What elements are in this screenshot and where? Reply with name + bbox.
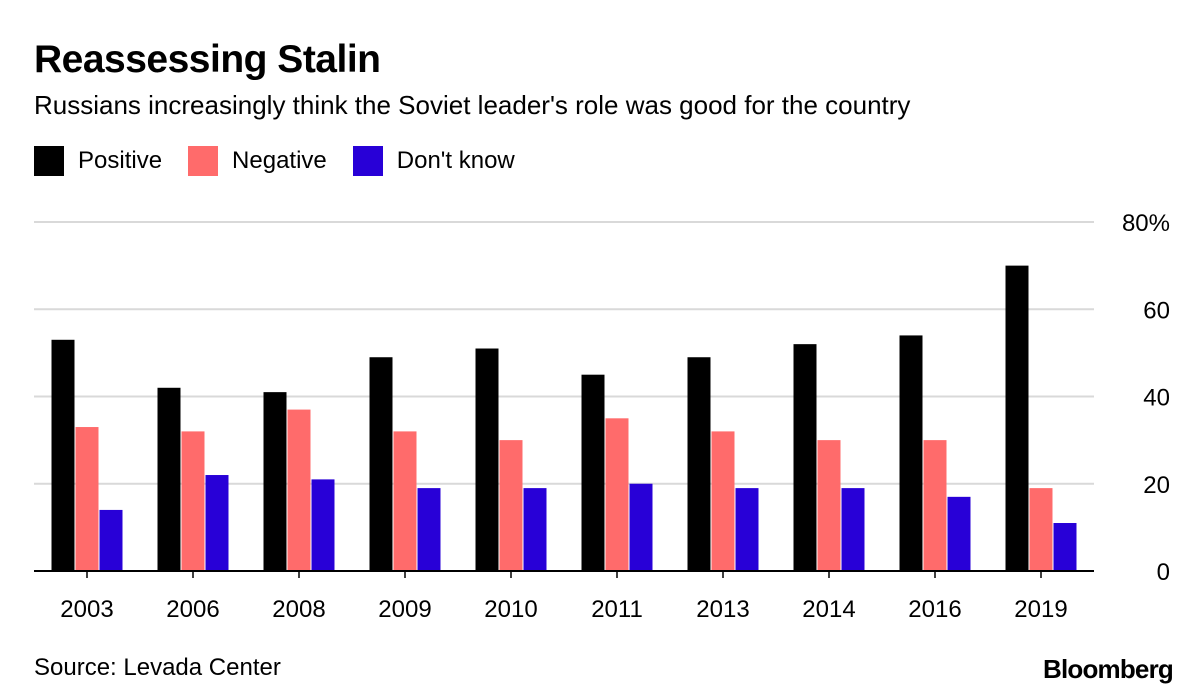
legend-label-dont-know: Don't know <box>396 147 515 174</box>
bar-don-t-know-2006 <box>205 475 229 571</box>
chart-title: Reassessing Stalin <box>34 38 381 81</box>
bar-don-t-know-2011 <box>629 483 653 571</box>
x-tick-label: 2008 <box>272 596 325 623</box>
legend-item-dont-know: Don't know <box>352 146 515 176</box>
legend-label-negative: Negative <box>232 147 327 174</box>
bar-positive-2003 <box>51 339 75 571</box>
x-tick-label: 2006 <box>166 596 219 623</box>
bar-negative-2014 <box>817 440 841 571</box>
bar-negative-2003 <box>75 427 99 571</box>
y-tick-label: 20 <box>1143 472 1170 499</box>
bar-negative-2006 <box>181 431 205 571</box>
legend-item-positive: Positive <box>34 146 162 176</box>
bar-positive-2008 <box>263 392 287 571</box>
bar-don-t-know-2014 <box>841 488 865 571</box>
bar-positive-2010 <box>475 348 499 571</box>
bar-negative-2013 <box>711 431 735 571</box>
bar-negative-2019 <box>1029 488 1053 571</box>
bar-don-t-know-2009 <box>417 488 441 571</box>
x-tick-label: 2013 <box>696 596 749 623</box>
legend: Positive Negative Don't know <box>34 146 541 176</box>
bar-positive-2009 <box>369 357 393 571</box>
bar-positive-2014 <box>793 344 817 571</box>
y-tick-label: 60 <box>1143 297 1170 324</box>
x-tick-label: 2009 <box>378 596 431 623</box>
x-tick-label: 2016 <box>908 596 961 623</box>
bar-negative-2009 <box>393 431 417 571</box>
bar-negative-2016 <box>923 440 947 571</box>
bar-positive-2011 <box>581 374 605 571</box>
chart-subtitle: Russians increasingly think the Soviet l… <box>34 90 911 120</box>
bar-negative-2010 <box>499 440 523 571</box>
x-tick-label: 2003 <box>60 596 113 623</box>
y-tick-label: 0 <box>1157 559 1170 586</box>
x-tick-label: 2010 <box>484 596 537 623</box>
bar-negative-2011 <box>605 418 629 571</box>
bar-don-t-know-2016 <box>947 496 971 571</box>
x-tick-label: 2019 <box>1014 596 1067 623</box>
bar-don-t-know-2019 <box>1053 523 1077 571</box>
bar-positive-2013 <box>687 357 711 571</box>
bar-positive-2019 <box>1005 265 1029 571</box>
x-tick-label: 2014 <box>802 596 855 623</box>
legend-label-positive: Positive <box>78 147 163 174</box>
bar-don-t-know-2010 <box>523 488 547 571</box>
legend-swatch-negative <box>188 146 219 176</box>
legend-swatch-dont-know <box>352 146 383 176</box>
bar-positive-2016 <box>899 335 923 571</box>
y-tick-label: 40 <box>1143 385 1170 412</box>
x-tick-label: 2011 <box>591 596 643 623</box>
bloomberg-logo: Bloomberg <box>1042 654 1174 684</box>
y-tick-label: 80% <box>1122 210 1170 237</box>
bar-don-t-know-2008 <box>311 479 335 571</box>
legend-swatch-positive <box>34 146 64 176</box>
legend-item-negative: Negative <box>188 146 327 176</box>
bar-negative-2008 <box>287 409 311 571</box>
bar-positive-2006 <box>157 387 181 571</box>
bar-don-t-know-2003 <box>99 509 123 571</box>
source-note: Source: Levada Center <box>34 654 281 681</box>
bar-don-t-know-2013 <box>735 488 759 571</box>
